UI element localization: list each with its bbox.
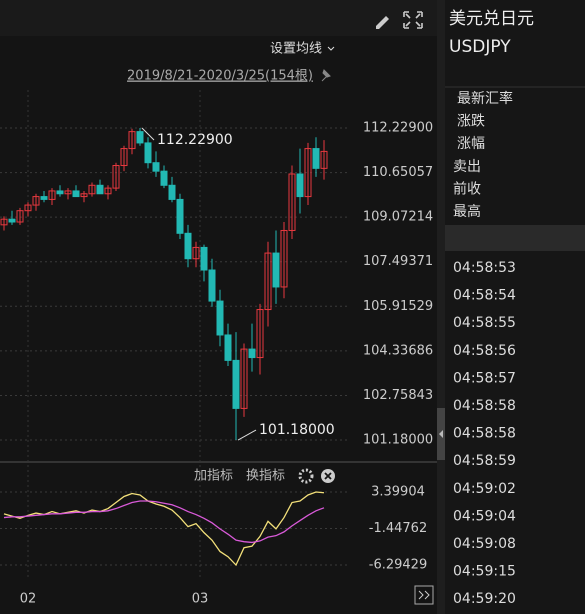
- candle-body: [144, 142, 152, 164]
- candle-body: [120, 148, 128, 167]
- annotation-arrow: [141, 127, 155, 141]
- candle-body: [56, 190, 64, 195]
- trade-time: 04:58:57: [453, 370, 516, 386]
- x-tick-label: 03: [192, 592, 209, 607]
- candle-body: [136, 131, 144, 144]
- y-tick-label: 105.91529: [363, 299, 433, 314]
- candle-body: [248, 348, 256, 359]
- candle-body: [168, 184, 176, 200]
- candle-body: [216, 300, 224, 336]
- candle-body: [192, 246, 200, 260]
- candle-body: [296, 173, 304, 198]
- more-button[interactable]: [414, 585, 434, 605]
- candle-body: [240, 348, 248, 409]
- trade-time: 04:58:58: [453, 426, 516, 442]
- fullscreen-icon[interactable]: [403, 11, 423, 29]
- toolbar: [0, 0, 437, 36]
- divider: [437, 0, 445, 614]
- indicator-line: [3, 500, 325, 544]
- panel-symbol: USDJPY: [449, 37, 511, 57]
- side-panel: [445, 0, 585, 614]
- switch-indicator[interactable]: 换指标: [246, 469, 285, 484]
- y-tick-label: -6.29429: [369, 557, 427, 572]
- annotation-label: 112.22900: [157, 132, 233, 148]
- candle-body: [256, 309, 264, 359]
- candle-body: [264, 252, 272, 311]
- y-tick-label: 3.39904: [371, 484, 425, 499]
- candle-body: [32, 196, 40, 206]
- candle-body: [40, 196, 48, 200]
- candle-body: [64, 190, 72, 195]
- y-tick-label: 101.18000: [363, 433, 433, 448]
- add-indicator[interactable]: 加指标: [194, 469, 233, 484]
- ma-setting[interactable]: 设置均线: [270, 42, 322, 57]
- trade-time: 04:59:04: [453, 508, 516, 524]
- candle-body: [320, 150, 328, 169]
- trade-time: 04:58:59: [453, 453, 516, 469]
- trade-time: 04:59:02: [453, 481, 516, 497]
- y-tick-label: 112.22900: [363, 120, 433, 135]
- panel-bar: [445, 225, 585, 251]
- candle-body: [280, 229, 288, 288]
- candle-body: [72, 190, 80, 198]
- x-tick-label: 02: [20, 592, 37, 607]
- trade-time: 04:58:54: [453, 288, 516, 304]
- candle-body: [0, 218, 8, 226]
- y-tick-label: 104.33686: [363, 343, 433, 358]
- candle-body: [112, 165, 120, 189]
- candle-body: [8, 218, 16, 223]
- candle-body: [304, 148, 312, 198]
- candle-body: [200, 246, 208, 271]
- field-label: 涨跌: [457, 114, 485, 130]
- pin-icon[interactable]: [321, 69, 331, 82]
- annotation-label: 101.18000: [259, 422, 335, 438]
- candle-body: [184, 232, 192, 260]
- indicator-line: [3, 491, 325, 567]
- candle-body: [48, 190, 56, 200]
- trade-time: 04:58:56: [453, 343, 516, 359]
- collapse-arrow: [439, 430, 443, 438]
- candle-body: [232, 359, 240, 409]
- candle-body: [16, 210, 24, 223]
- annotation-arrow: [237, 429, 257, 441]
- field-label: 最高: [453, 203, 481, 220]
- field-label: 涨幅: [457, 136, 485, 152]
- candle-body: [208, 269, 216, 302]
- candle-body: [272, 252, 280, 288]
- trade-time: 04:58:58: [453, 398, 516, 414]
- y-tick-label: -1.44762: [369, 521, 427, 536]
- trade-time: 04:58:55: [453, 315, 516, 331]
- y-tick-label: 109.07214: [363, 210, 433, 225]
- candle-body: [80, 193, 88, 198]
- date-range[interactable]: 2019/8/21-2020/3/25(154根): [127, 69, 313, 84]
- gear-icon[interactable]: [298, 468, 314, 484]
- candle-body: [176, 198, 184, 234]
- more-arrows: [418, 590, 430, 600]
- field-label: 前收: [453, 180, 481, 197]
- candle-body: [160, 170, 168, 186]
- trade-time: 04:59:20: [453, 591, 516, 607]
- candle-body: [96, 184, 104, 195]
- candle-body: [312, 148, 320, 169]
- trade-time: 04:59:08: [453, 536, 516, 552]
- trade-time: 04:59:15: [453, 564, 516, 580]
- y-tick-label: 110.65057: [363, 165, 433, 180]
- candle-body: [24, 204, 32, 212]
- candle-body: [104, 187, 112, 195]
- y-tick-label: 107.49371: [363, 254, 433, 269]
- candle-body: [288, 173, 296, 231]
- field-label: 卖出: [453, 159, 481, 175]
- pen-icon[interactable]: [376, 16, 389, 29]
- candle-body: [224, 334, 232, 361]
- chevron: [327, 46, 335, 51]
- panel-title: 美元兑日元: [449, 9, 534, 29]
- trade-time: 04:58:53: [453, 260, 516, 276]
- y-tick-label: 102.75843: [363, 388, 433, 403]
- candle-body: [128, 131, 136, 150]
- candle-body: [152, 162, 160, 172]
- candle-body: [88, 184, 96, 195]
- close-x: [324, 472, 332, 480]
- field-label: 最新汇率: [457, 90, 513, 107]
